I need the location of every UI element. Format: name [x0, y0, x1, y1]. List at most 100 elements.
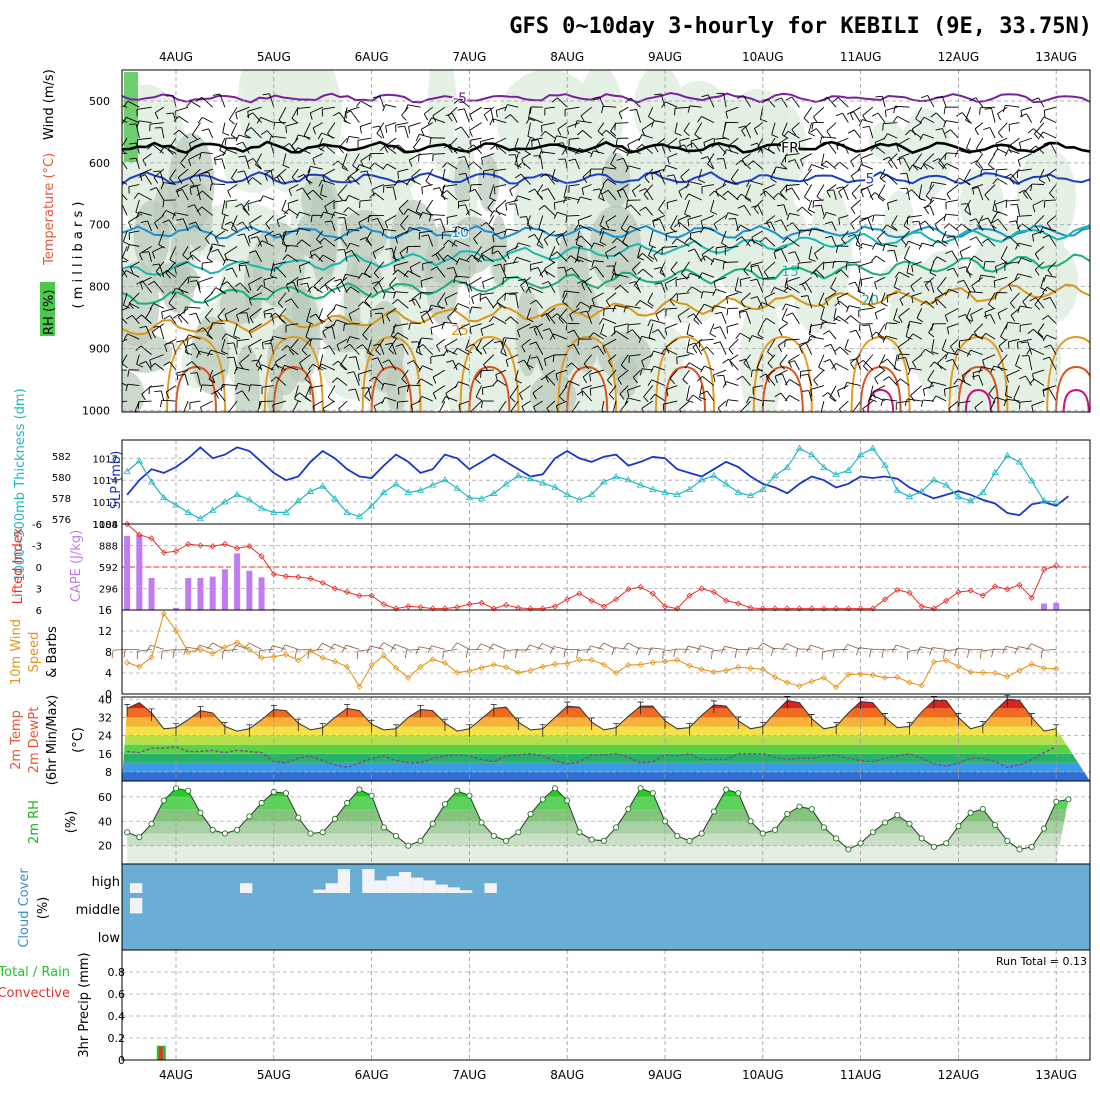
wind-barb — [875, 95, 883, 98]
wind-barb — [723, 122, 726, 130]
thickness-point — [331, 495, 339, 502]
wind-barb — [647, 379, 653, 386]
wind-barb — [175, 106, 189, 112]
wind-barb — [338, 137, 348, 149]
wind-barb — [566, 214, 580, 217]
wind-barb — [521, 153, 531, 160]
wind-barb — [459, 98, 470, 108]
wind-barb — [384, 221, 389, 229]
wind-barb — [248, 346, 252, 354]
wind-barb — [837, 385, 849, 391]
wind-barb — [738, 358, 746, 362]
wind-barb — [932, 647, 947, 650]
wind-barb — [490, 144, 497, 150]
wind-barb — [188, 143, 192, 151]
wind-barb — [722, 262, 725, 270]
wind-barb — [415, 134, 420, 141]
wind-barb — [481, 245, 495, 255]
wind-barb — [807, 164, 812, 171]
wind-barb — [991, 218, 999, 224]
wind-barb — [861, 276, 873, 281]
wind-barb — [831, 221, 837, 232]
wind-barb — [372, 125, 380, 128]
wind-barb — [786, 276, 800, 282]
wind-barb — [423, 106, 434, 115]
wind-barb — [789, 395, 800, 402]
wind-barb — [860, 153, 873, 159]
wind-barb — [719, 341, 727, 355]
wind-barb — [545, 130, 556, 139]
wind-barb — [126, 244, 130, 252]
wind-barb — [684, 213, 692, 218]
wind-barb — [273, 261, 287, 266]
wind-barb — [563, 196, 567, 204]
cape-tick: 1184 — [93, 520, 118, 531]
high-cloud-gap — [460, 890, 473, 893]
wind-barb — [726, 296, 729, 304]
thickness-tick: 578 — [52, 494, 71, 505]
wind-barb — [666, 174, 675, 177]
wind-barb — [832, 649, 835, 658]
wind-barb — [882, 244, 886, 252]
temperature-minmax-whisker — [906, 722, 913, 735]
wind-barb — [910, 129, 922, 139]
wind-barb — [602, 346, 606, 354]
wind-barb — [750, 296, 758, 299]
wind-barb — [299, 392, 311, 402]
wind-barb — [353, 371, 360, 386]
wind-barb — [392, 144, 399, 150]
wind-barb — [574, 224, 579, 231]
surface-temperature-contour — [361, 335, 422, 412]
wind-barb — [463, 108, 470, 123]
wind-barb — [1015, 354, 1020, 366]
wind-barb — [722, 358, 729, 364]
wind-barb — [709, 323, 715, 334]
lifted-index-point — [784, 605, 791, 612]
thickness-point — [734, 488, 743, 495]
wind-barb — [800, 153, 812, 160]
wind-barb — [626, 200, 628, 208]
wind-barb — [141, 394, 146, 401]
wind-barb — [929, 261, 935, 273]
wind-barb — [361, 387, 369, 389]
wind-barb — [1037, 331, 1044, 338]
wind-barb — [548, 246, 556, 260]
wind-barb — [971, 186, 979, 190]
wind-barb — [260, 116, 274, 124]
wind-barb — [425, 168, 434, 182]
wind-barb — [783, 130, 789, 137]
wind-barb — [317, 137, 324, 148]
wind-barb — [820, 321, 823, 329]
rh-shade-dark — [190, 316, 230, 394]
wind-barb — [617, 191, 622, 198]
wind-barb — [1019, 375, 1026, 380]
wind-barb — [370, 307, 384, 311]
wind-barb — [259, 400, 274, 403]
wind-barb — [386, 163, 397, 170]
wind-barb — [480, 400, 483, 408]
wind-barb — [687, 219, 690, 227]
wind-barb — [740, 193, 751, 201]
wind-barb — [392, 269, 398, 276]
wind-barb — [684, 237, 691, 243]
wind-barb — [701, 116, 715, 124]
wind-barb — [419, 212, 423, 219]
wind-barb — [458, 323, 470, 330]
wind-barb — [798, 137, 812, 143]
lifted-index-point — [955, 589, 962, 596]
wind-barb — [652, 218, 660, 222]
wind-barb — [451, 113, 458, 123]
wind-barb — [726, 149, 739, 155]
wind-barb — [526, 224, 534, 229]
wind-barb — [1009, 178, 1015, 185]
wind-barb — [292, 411, 294, 412]
wind-barb — [849, 329, 857, 333]
wind-speed-point — [820, 674, 827, 681]
wind-barb — [248, 276, 262, 285]
wind-barb — [558, 385, 568, 397]
wind-barb — [785, 303, 800, 309]
wind-barb — [196, 372, 201, 386]
wind-barb — [544, 205, 556, 216]
wind-barb — [726, 308, 729, 316]
wind-barb — [676, 354, 690, 358]
